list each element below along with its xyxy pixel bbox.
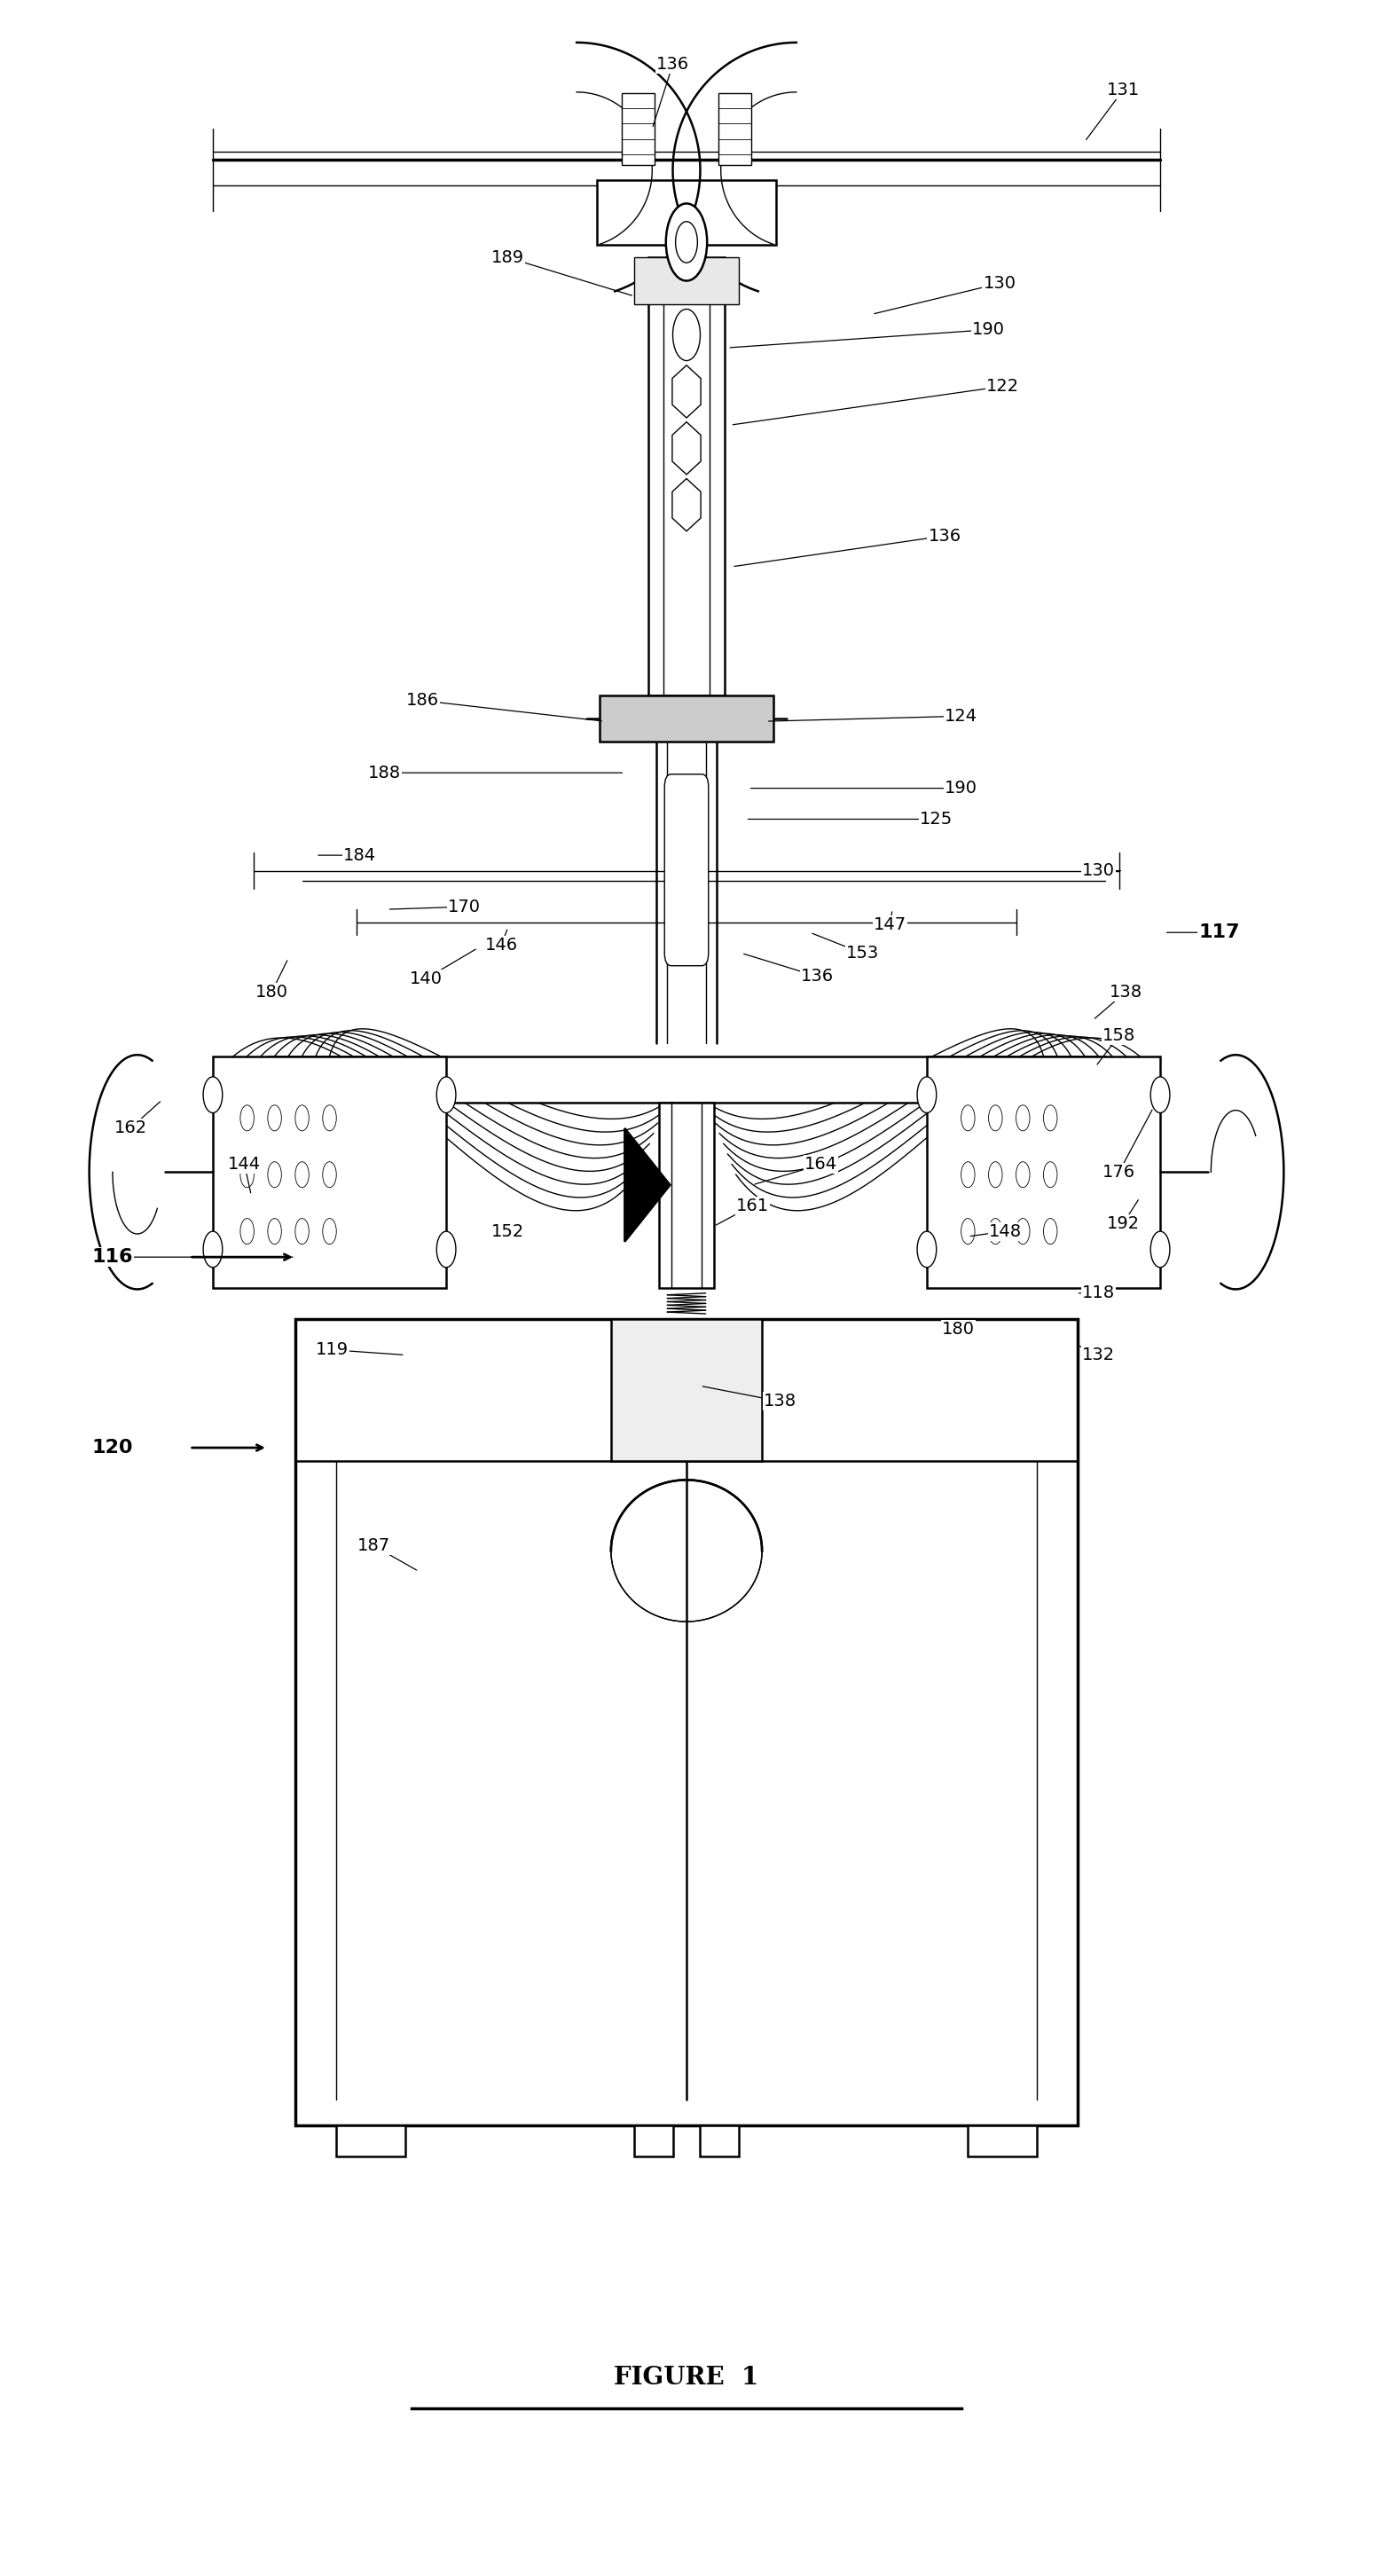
Text: 131: 131 (1107, 82, 1140, 98)
Polygon shape (673, 479, 700, 531)
Text: 136: 136 (656, 57, 689, 72)
Polygon shape (673, 422, 700, 474)
Bar (968, 2125, 1037, 2156)
Circle shape (323, 1105, 336, 1131)
Text: 122: 122 (986, 379, 1019, 394)
Circle shape (323, 1218, 336, 1244)
Circle shape (437, 1077, 456, 1113)
Bar (213, 1056, 446, 1288)
Text: 161: 161 (736, 1198, 769, 1213)
Text: 190: 190 (972, 322, 1005, 337)
Circle shape (917, 1077, 936, 1113)
Circle shape (203, 1077, 222, 1113)
Circle shape (268, 1162, 281, 1188)
Text: 152: 152 (492, 1224, 524, 1239)
Text: 138: 138 (763, 1394, 796, 1409)
Polygon shape (673, 366, 700, 417)
Polygon shape (625, 1128, 670, 1242)
Text: 147: 147 (873, 917, 906, 933)
Text: 162: 162 (114, 1121, 147, 1136)
Circle shape (1043, 1105, 1057, 1131)
Circle shape (295, 1105, 309, 1131)
Circle shape (989, 1218, 1002, 1244)
Circle shape (323, 1162, 336, 1188)
Bar (611, 1319, 762, 1461)
Text: 132: 132 (1082, 1347, 1115, 1363)
Bar (659, 1103, 714, 1288)
Circle shape (1043, 1218, 1057, 1244)
Text: 153: 153 (846, 945, 879, 961)
Text: 140: 140 (409, 971, 442, 987)
Text: 186: 186 (406, 693, 439, 708)
Circle shape (437, 1231, 456, 1267)
Text: 124: 124 (945, 708, 978, 724)
Bar (336, 2125, 405, 2156)
Bar (268, 1056, 1105, 1103)
Text: 188: 188 (368, 765, 401, 781)
Circle shape (240, 1162, 254, 1188)
Circle shape (1151, 1077, 1170, 1113)
Text: 190: 190 (945, 781, 978, 796)
Circle shape (203, 1231, 222, 1267)
Text: 184: 184 (343, 848, 376, 863)
Text: 130: 130 (1082, 863, 1115, 878)
Circle shape (673, 309, 700, 361)
Circle shape (295, 1218, 309, 1244)
Circle shape (1043, 1162, 1057, 1188)
Text: 164: 164 (805, 1157, 838, 1172)
Text: 118: 118 (1082, 1285, 1115, 1301)
Circle shape (1016, 1162, 1030, 1188)
Circle shape (268, 1105, 281, 1131)
Text: 117: 117 (1199, 925, 1240, 940)
Text: 170: 170 (448, 899, 481, 914)
Bar (927, 1056, 1160, 1288)
Text: 176: 176 (1103, 1164, 1135, 1180)
Text: 189: 189 (492, 250, 524, 265)
Circle shape (917, 1231, 936, 1267)
Text: 180: 180 (255, 984, 288, 999)
Bar (600, 696, 773, 742)
Circle shape (961, 1105, 975, 1131)
Bar (700, 2125, 739, 2156)
Circle shape (240, 1105, 254, 1131)
Bar (622, 93, 655, 165)
Bar (634, 2125, 673, 2156)
Text: 125: 125 (920, 811, 953, 827)
Bar (634, 258, 739, 304)
Circle shape (666, 204, 707, 281)
Bar (597, 180, 776, 245)
Circle shape (676, 222, 697, 263)
Text: 136: 136 (800, 969, 833, 984)
Circle shape (240, 1218, 254, 1244)
Circle shape (1016, 1105, 1030, 1131)
Text: 119: 119 (316, 1342, 349, 1358)
Text: 146: 146 (485, 938, 518, 953)
Circle shape (989, 1105, 1002, 1131)
Text: 180: 180 (942, 1321, 975, 1337)
Text: 158: 158 (1103, 1028, 1135, 1043)
Circle shape (961, 1162, 975, 1188)
Text: 116: 116 (92, 1249, 133, 1265)
Bar (718, 93, 751, 165)
Text: 187: 187 (357, 1538, 390, 1553)
Bar (295, 1319, 1078, 2125)
FancyBboxPatch shape (665, 775, 708, 966)
Text: 120: 120 (92, 1440, 133, 1455)
Text: 138: 138 (1109, 984, 1142, 999)
Circle shape (961, 1218, 975, 1244)
Text: 130: 130 (983, 276, 1016, 291)
Text: 148: 148 (989, 1224, 1022, 1239)
Text: 144: 144 (228, 1157, 261, 1172)
Text: 136: 136 (928, 528, 961, 544)
Circle shape (1151, 1231, 1170, 1267)
Circle shape (1016, 1218, 1030, 1244)
Circle shape (989, 1162, 1002, 1188)
Circle shape (268, 1218, 281, 1244)
Text: FIGURE  1: FIGURE 1 (614, 2365, 759, 2391)
Text: 192: 192 (1107, 1216, 1140, 1231)
Circle shape (295, 1162, 309, 1188)
